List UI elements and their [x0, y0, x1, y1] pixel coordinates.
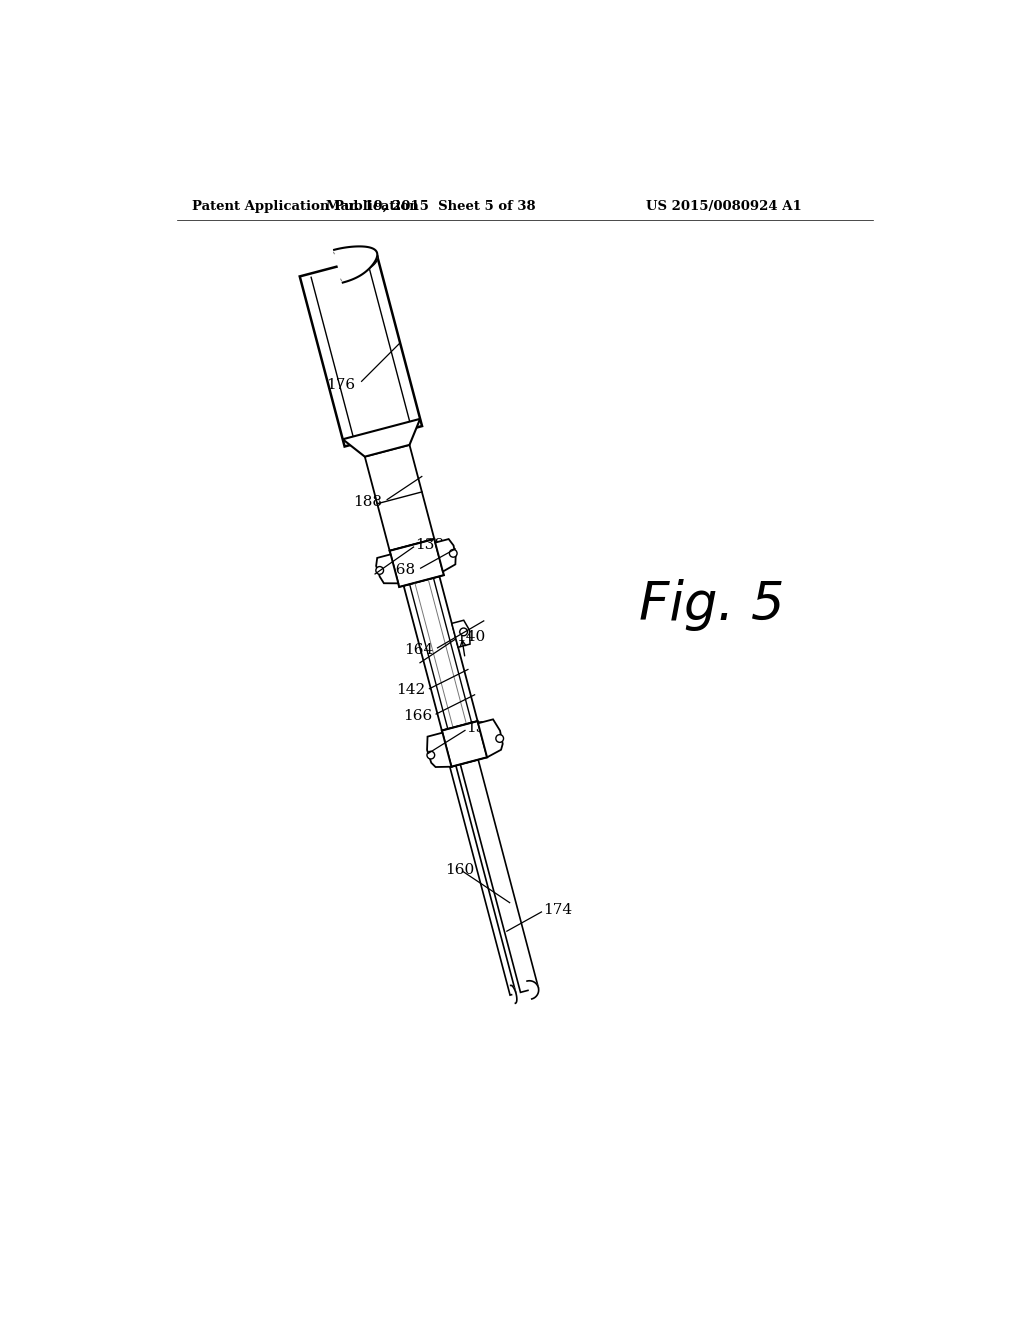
Polygon shape [435, 539, 456, 572]
Polygon shape [376, 554, 398, 583]
Text: 142: 142 [396, 684, 426, 697]
Polygon shape [427, 733, 452, 767]
Text: Mar. 19, 2015  Sheet 5 of 38: Mar. 19, 2015 Sheet 5 of 38 [326, 199, 536, 213]
Text: 168: 168 [386, 564, 415, 577]
Polygon shape [450, 766, 516, 995]
Circle shape [376, 566, 384, 574]
Polygon shape [461, 759, 539, 993]
Text: 166: 166 [403, 709, 432, 722]
Text: 164: 164 [404, 643, 434, 657]
Circle shape [427, 751, 434, 759]
Text: 176: 176 [327, 379, 355, 392]
Polygon shape [403, 577, 477, 730]
Polygon shape [335, 249, 377, 280]
Polygon shape [300, 256, 422, 446]
Text: 140: 140 [456, 631, 485, 644]
Polygon shape [478, 719, 503, 758]
Polygon shape [441, 721, 487, 767]
Polygon shape [390, 539, 443, 587]
Text: 136: 136 [467, 721, 496, 735]
Text: Patent Application Publication: Patent Application Publication [193, 199, 419, 213]
Circle shape [460, 628, 468, 636]
Text: 188: 188 [352, 495, 382, 510]
Text: 138: 138 [415, 537, 444, 552]
Polygon shape [527, 981, 539, 999]
Polygon shape [511, 985, 517, 1003]
Polygon shape [365, 445, 434, 550]
Text: 160: 160 [445, 862, 474, 876]
Polygon shape [452, 620, 470, 647]
Circle shape [450, 549, 457, 557]
Polygon shape [334, 247, 377, 282]
Circle shape [496, 735, 504, 742]
Text: US 2015/0080924 A1: US 2015/0080924 A1 [646, 199, 802, 213]
Polygon shape [343, 418, 420, 457]
Text: Fig. 5: Fig. 5 [639, 579, 784, 631]
Text: 174: 174 [543, 903, 572, 916]
